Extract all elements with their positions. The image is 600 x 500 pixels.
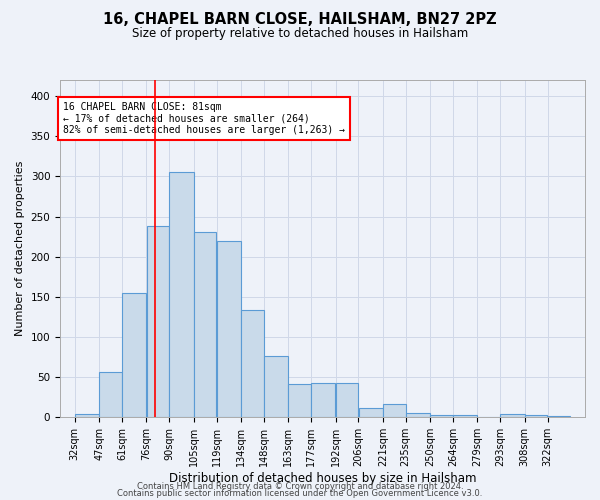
Bar: [264, 356, 288, 418]
Text: 16 CHAPEL BARN CLOSE: 81sqm
← 17% of detached houses are smaller (264)
82% of se: 16 CHAPEL BARN CLOSE: 81sqm ← 17% of det…: [62, 102, 344, 135]
Bar: [453, 415, 477, 418]
Bar: [311, 383, 335, 418]
Bar: [500, 414, 524, 418]
Bar: [146, 226, 169, 418]
Bar: [548, 416, 570, 418]
Y-axis label: Number of detached properties: Number of detached properties: [15, 161, 25, 336]
Bar: [525, 415, 547, 418]
Bar: [289, 384, 311, 418]
Bar: [75, 414, 99, 418]
Bar: [430, 415, 453, 418]
Bar: [122, 293, 146, 418]
Bar: [241, 310, 264, 418]
Text: Size of property relative to detached houses in Hailsham: Size of property relative to detached ho…: [132, 28, 468, 40]
X-axis label: Distribution of detached houses by size in Hailsham: Distribution of detached houses by size …: [169, 472, 476, 485]
Bar: [169, 172, 194, 418]
Bar: [359, 408, 383, 418]
Bar: [406, 412, 430, 418]
Bar: [335, 383, 358, 418]
Text: Contains HM Land Registry data © Crown copyright and database right 2024.: Contains HM Land Registry data © Crown c…: [137, 482, 463, 491]
Bar: [99, 372, 122, 418]
Bar: [217, 242, 241, 418]
Text: Contains public sector information licensed under the Open Government Licence v3: Contains public sector information licen…: [118, 490, 482, 498]
Bar: [383, 404, 406, 417]
Text: 16, CHAPEL BARN CLOSE, HAILSHAM, BN27 2PZ: 16, CHAPEL BARN CLOSE, HAILSHAM, BN27 2P…: [103, 12, 497, 28]
Bar: [194, 232, 217, 418]
